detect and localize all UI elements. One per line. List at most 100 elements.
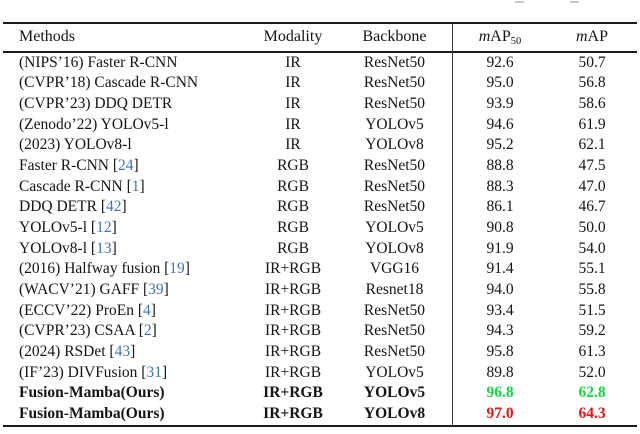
map50-cell: 91.9 (486, 239, 514, 257)
header-methods: Methods (19, 28, 75, 46)
header-underline-rule (3, 51, 637, 53)
method-name: (CVPR’18) Cascade R-CNN (19, 74, 199, 92)
map50-cell: 90.8 (486, 218, 514, 236)
method-cell: (2016) Halfway fusion [19] (19, 260, 190, 278)
modality-cell: RGB (277, 156, 309, 174)
backbone-cell: ResNet50 (363, 74, 426, 92)
method-name: (IF’23) DIVFusion (19, 363, 138, 381)
map50-cell: 95.8 (486, 343, 514, 360)
method-cell: (2023) YOLOv8-l (3, 135, 250, 156)
method-name: Cascade R-CNN (19, 177, 123, 195)
backbone-cell: YOLOv5 (365, 363, 424, 381)
backbone-cell: YOLOv5 (365, 218, 424, 236)
map-cell: 47.5 (578, 156, 606, 174)
table-row: YOLOv8-l [13] RGB YOLOv8 91.9 54.0 (3, 239, 637, 260)
modality-cell: IR+RGB (263, 405, 323, 423)
map-cell: 62.1 (578, 136, 606, 154)
modality-cell: IR+RGB (264, 322, 322, 340)
modality-cell: IR (285, 74, 301, 92)
method-cell: (CVPR’18) Cascade R-CNN (3, 73, 250, 94)
citation-link[interactable]: 24 (118, 156, 134, 174)
backbone-cell: ResNet50 (363, 301, 426, 319)
citation-link[interactable]: 42 (105, 198, 122, 216)
map50-cell: 88.3 (486, 177, 514, 195)
method-name: (2023) YOLOv8-l (19, 136, 132, 154)
modality-cell: IR+RGB (264, 260, 322, 278)
method-name: Fusion-Mamba(Ours) (19, 405, 165, 423)
map-cell: 47.0 (578, 177, 606, 195)
header-map50-m: m (478, 27, 491, 45)
header-map-m: m (575, 28, 588, 46)
method-cell: (CVPR’23) DDQ DETR (3, 94, 250, 115)
map-cell: 55.8 (578, 280, 606, 298)
header-backbone: Backbone (362, 28, 427, 46)
map-cell: 54.0 (578, 239, 606, 257)
map-cell: 50.7 (578, 53, 606, 71)
method-cell: Cascade R-CNN [1] (19, 177, 145, 195)
method-cell: Fusion-Mamba(Ours) (3, 404, 250, 425)
map-cell: 58.6 (578, 94, 606, 112)
map-cell: 55.1 (578, 260, 606, 278)
modality-cell: IR (285, 53, 301, 71)
map-cell: 62.8 (578, 384, 606, 402)
map-cell: 51.5 (578, 301, 606, 319)
citation-link[interactable]: 31 (146, 363, 162, 381)
map50-cell: 92.6 (486, 53, 514, 71)
backbone-cell: ResNet50 (363, 198, 426, 216)
method-cell: YOLOv8-l [13] (19, 239, 117, 257)
table-row: DDQ DETR [42] RGB ResNet50 86.1 46.7 (3, 197, 637, 218)
table-row: Cascade R-CNN [1] RGB ResNet50 88.3 47.0 (3, 177, 637, 198)
map-cell: 52.0 (578, 363, 606, 381)
modality-cell: RGB (277, 177, 309, 195)
backbone-cell: Resnet18 (365, 280, 424, 298)
method-name: Faster R-CNN (19, 156, 109, 174)
table-body: (NIPS’16) Faster R-CNN IR ResNet50 92.6 50.7… (3, 53, 637, 425)
citation-link[interactable]: 13 (96, 239, 112, 257)
citation-link[interactable]: 2 (143, 322, 152, 340)
citation-link[interactable]: 43 (114, 343, 131, 360)
modality-cell: RGB (277, 218, 309, 236)
method-name: Fusion-Mamba(Ours) (19, 384, 165, 402)
header-map50: mAP50 (453, 28, 547, 47)
map50-cell: 97.0 (486, 405, 514, 423)
map50-cell: 93.9 (486, 94, 514, 112)
method-cell: (CVPR’23) CSAA [2] (19, 322, 157, 340)
table-row: (CVPR’23) DDQ DETR IR ResNet50 93.9 58.6 (3, 94, 637, 115)
citation-link[interactable]: 12 (96, 218, 112, 236)
table-row: (2024) RSDet [43] IR+RGB ResNet50 95.8 61.3 (3, 342, 637, 363)
backbone-cell: ResNet50 (363, 322, 426, 340)
modality-cell: IR (285, 94, 301, 112)
method-cell: Fusion-Mamba(Ours) (3, 383, 250, 404)
table-row: (2023) YOLOv8-l IR YOLOv8 95.2 62.1 (3, 135, 637, 156)
backbone-cell: YOLOv8 (365, 239, 424, 257)
backbone-cell: VGG16 (369, 260, 420, 278)
table-row: (CVPR’23) CSAA [2] IR+RGB ResNet50 94.3 59.2 (3, 321, 637, 342)
citation-link[interactable]: 39 (148, 280, 164, 298)
modality-cell: IR+RGB (263, 384, 323, 402)
method-name: (CVPR’23) DDQ DETR (19, 94, 173, 112)
map-cell: 61.9 (578, 115, 606, 133)
modality-cell: IR (285, 136, 301, 154)
modality-cell: RGB (277, 239, 309, 257)
map50-cell: 96.8 (486, 384, 514, 402)
backbone-cell: ResNet50 (363, 53, 426, 71)
citation-link[interactable]: 4 (143, 301, 151, 319)
header-map-ap: AP (587, 28, 608, 46)
citation-link[interactable]: 19 (169, 260, 185, 278)
method-name: (CVPR’23) CSAA (19, 322, 135, 340)
table-row: YOLOv5-l [12] RGB YOLOv5 90.8 50.0 (3, 218, 637, 239)
method-cell: DDQ DETR [42] (19, 198, 127, 216)
map-cell: 59.2 (578, 322, 606, 340)
table-row: Fusion-Mamba(Ours) IR+RGB YOLOv8 97.0 64.3 (3, 404, 637, 425)
backbone-cell: ResNet50 (363, 177, 426, 195)
map50-cell: 95.0 (486, 74, 514, 92)
header-map50-sub: 50 (510, 35, 522, 47)
modality-cell: IR+RGB (264, 343, 322, 360)
citation-link[interactable]: 1 (131, 177, 140, 195)
method-name: (ECCV’22) ProEn (19, 301, 134, 319)
method-cell: (2024) RSDet [43] (19, 343, 136, 360)
method-name: (WACV’21) GAFF (19, 280, 140, 298)
method-name: DDQ DETR (19, 198, 97, 216)
map50-cell: 93.4 (486, 301, 514, 319)
backbone-cell: YOLOv8 (365, 136, 424, 154)
